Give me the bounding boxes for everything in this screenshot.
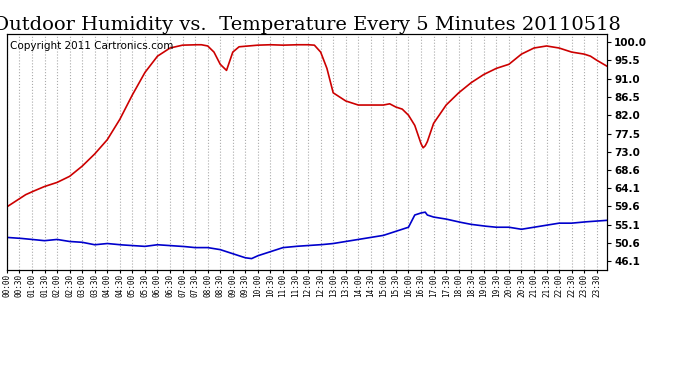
Title: Outdoor Humidity vs.  Temperature Every 5 Minutes 20110518: Outdoor Humidity vs. Temperature Every 5… [0,16,621,34]
Text: Copyright 2011 Cartronics.com: Copyright 2011 Cartronics.com [10,41,173,51]
